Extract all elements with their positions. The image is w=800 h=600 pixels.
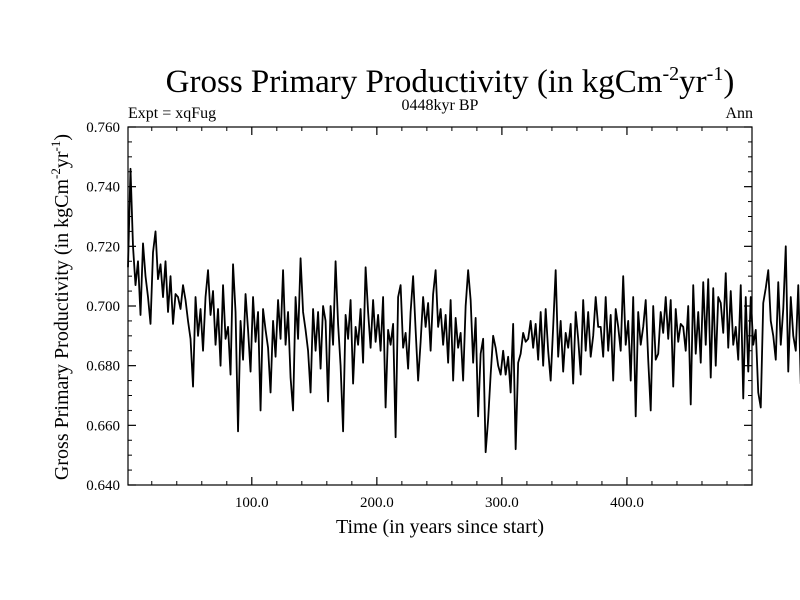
season-label: Ann — [725, 105, 753, 122]
x-tick-label: 300.0 — [485, 495, 519, 511]
y-axis-label: Gross Primary Productivity (in kgCm-2yr-… — [48, 134, 73, 480]
chart-title-main: Gross Primary Productivity (in kgCm — [166, 64, 663, 100]
y-axis-label-sup-2: -1 — [48, 141, 63, 152]
y-tick-label: 0.640 — [86, 478, 120, 494]
y-tick-label: 0.700 — [86, 299, 120, 315]
y-axis-ticks: 0.640 0.660 0.680 0.700 0.720 0.740 0.760 — [86, 120, 752, 494]
chart-title-end: ) — [723, 64, 734, 100]
y-tick-label: 0.720 — [86, 239, 120, 255]
chart-title-mid: yr — [679, 64, 707, 100]
y-axis-label-sup-1: -2 — [48, 168, 63, 179]
x-tick-label: 400.0 — [610, 495, 644, 511]
x-tick-label: 200.0 — [360, 495, 394, 511]
y-tick-label: 0.760 — [86, 120, 120, 136]
experiment-label: Expt = xqFug — [128, 105, 216, 122]
chart-title: Gross Primary Productivity (in kgCm-2yr-… — [166, 63, 735, 100]
y-tick-label: 0.660 — [86, 418, 120, 434]
y-axis-label-end: ) — [51, 134, 73, 141]
y-axis-label-main: Gross Primary Productivity (in kgCm — [51, 179, 73, 481]
y-tick-label: 0.740 — [86, 180, 120, 196]
period-label: 0448kyr BP — [402, 97, 479, 114]
x-axis-label: Time (in years since start) — [336, 516, 544, 538]
chart-title-sup-1: -2 — [662, 63, 679, 85]
plot-frame — [127, 126, 753, 486]
gpp-series-line — [127, 167, 800, 454]
y-tick-label: 0.680 — [86, 359, 120, 375]
x-tick-label: 100.0 — [235, 495, 269, 511]
x-axis-ticks: 100.0 200.0 300.0 400.0 — [151, 127, 728, 511]
y-axis-label-mid: yr — [51, 151, 73, 168]
chart-title-sup-2: -1 — [707, 63, 724, 85]
